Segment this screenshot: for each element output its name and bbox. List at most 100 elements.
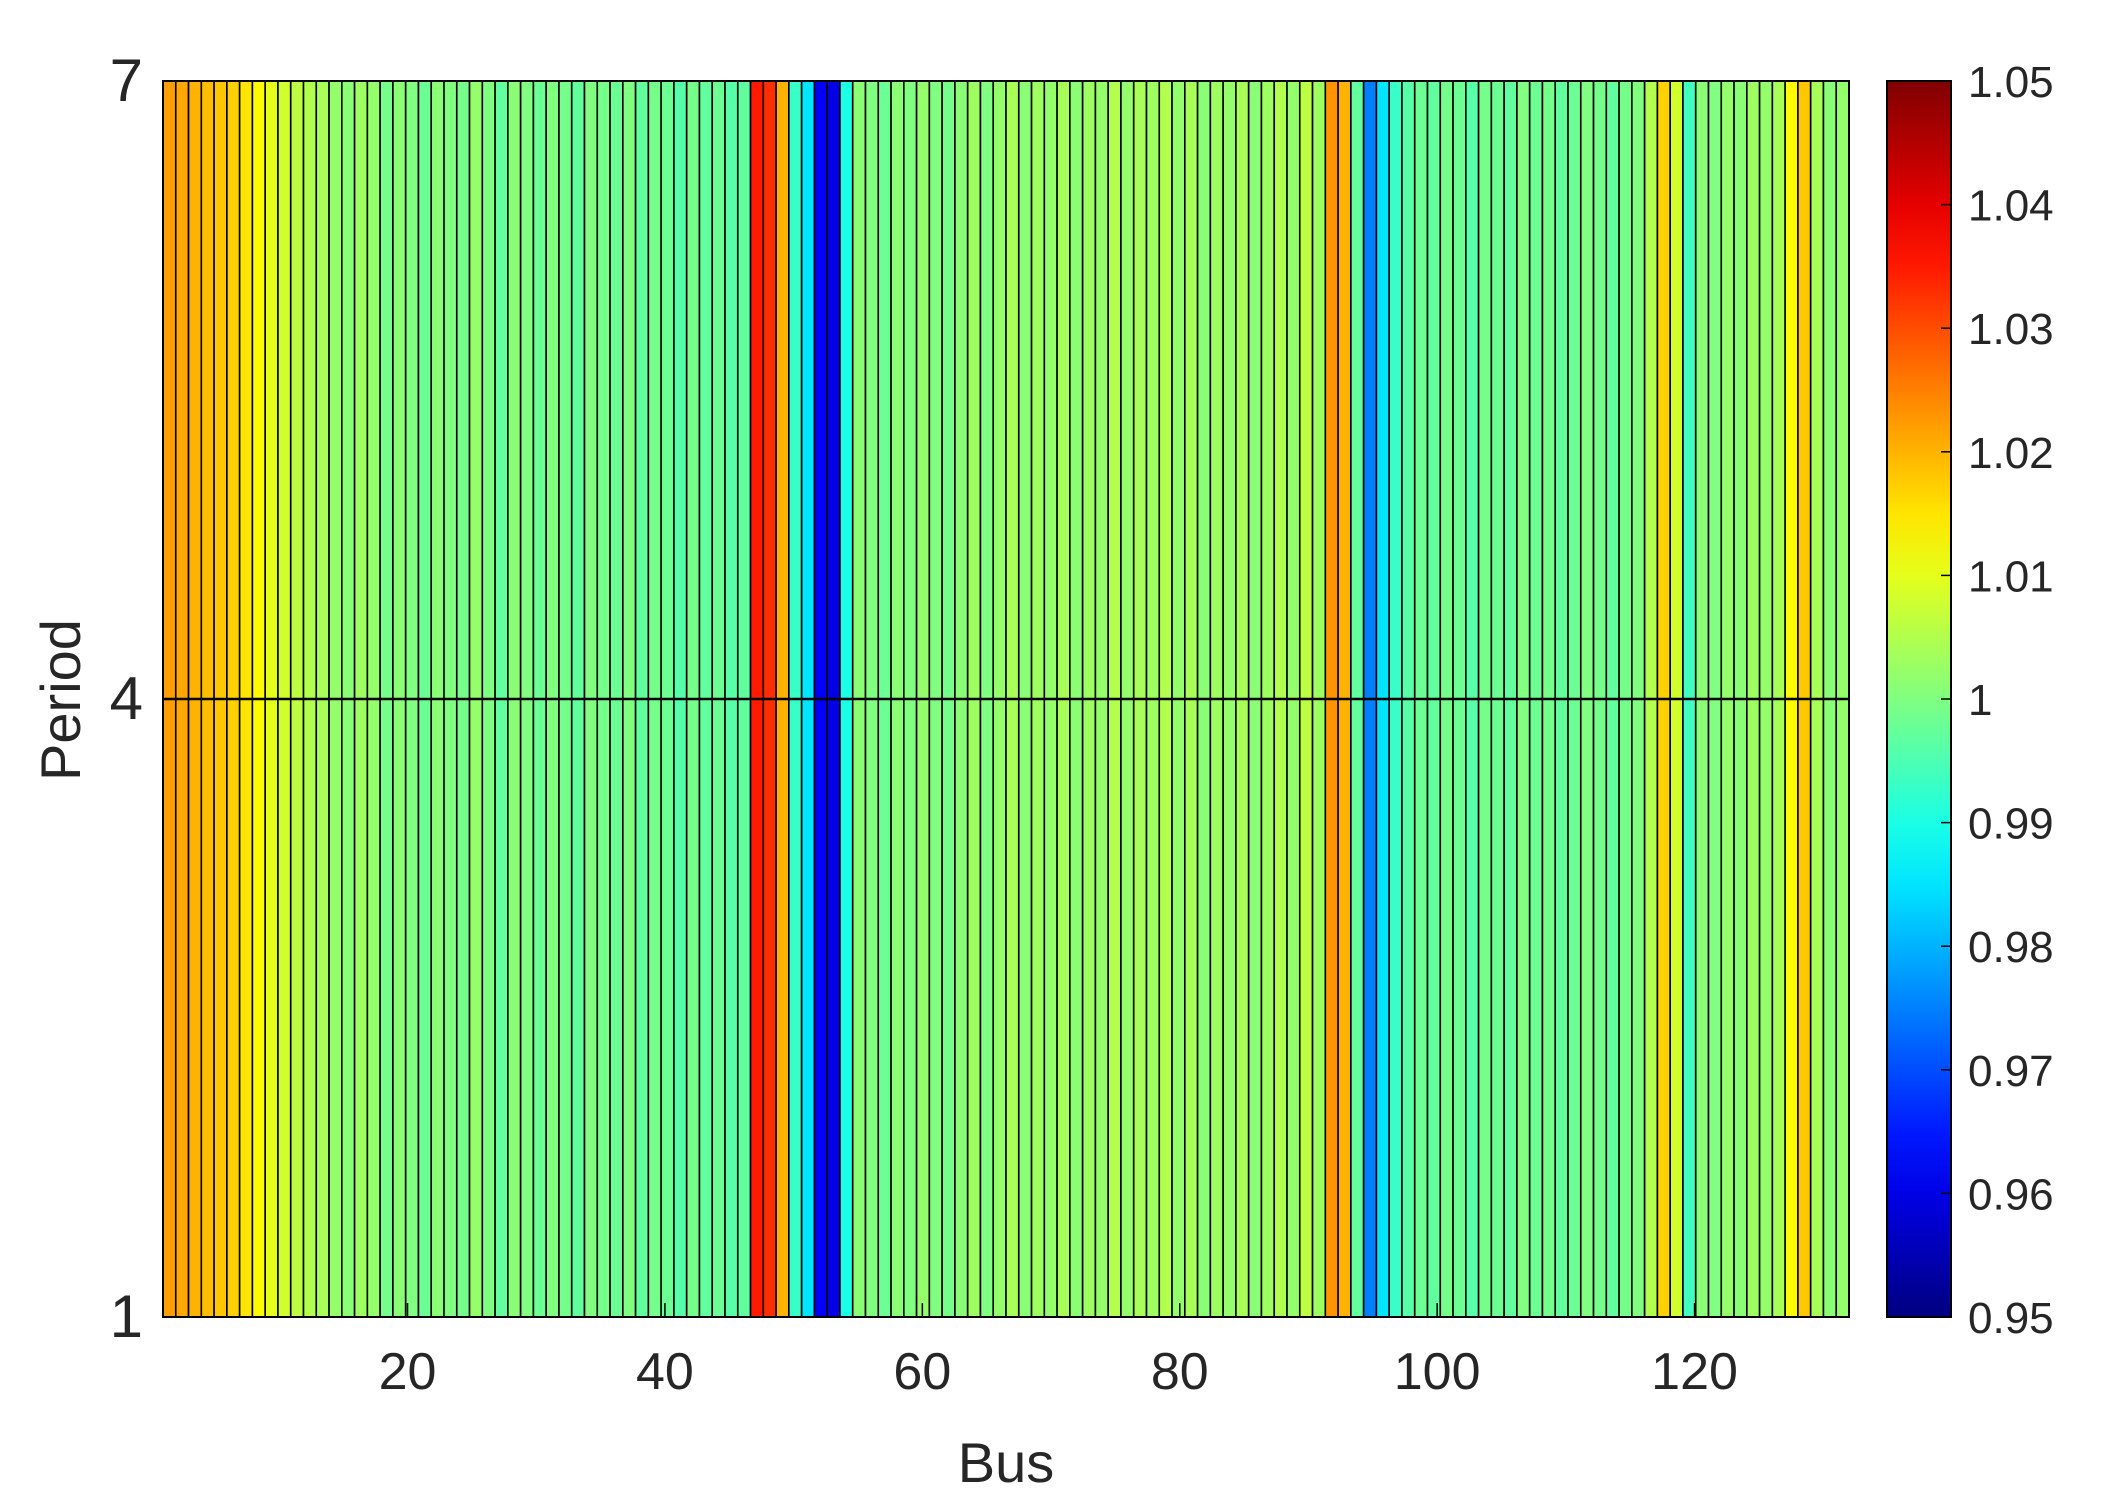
heatmap-cell bbox=[813, 698, 828, 1318]
heatmap-cell bbox=[685, 80, 701, 700]
heatmap-cell bbox=[1388, 698, 1403, 1318]
heatmap-cell bbox=[187, 698, 203, 1318]
heatmap-cell bbox=[698, 698, 714, 1318]
heatmap-cell bbox=[813, 80, 828, 700]
heatmap-cell bbox=[404, 80, 420, 700]
heatmap-cell bbox=[455, 698, 471, 1318]
heatmap-cell bbox=[162, 80, 177, 700]
heatmap-cell bbox=[1056, 698, 1071, 1318]
heatmap-cell bbox=[1477, 80, 1493, 700]
heatmap-cell bbox=[1120, 698, 1135, 1318]
heatmap-cell bbox=[277, 80, 292, 700]
heatmap-cell bbox=[1809, 80, 1825, 700]
heatmap-cell bbox=[1286, 80, 1301, 700]
heatmap-cell bbox=[1196, 698, 1212, 1318]
heatmap-cell bbox=[558, 80, 573, 700]
heatmap-cell bbox=[200, 80, 215, 700]
y-axis-label: Period bbox=[29, 619, 92, 781]
heatmap-cell bbox=[162, 698, 177, 1318]
heatmap-cell bbox=[1682, 698, 1697, 1318]
colorbar-tick-label: 0.99 bbox=[1968, 800, 2054, 849]
heatmap-cell bbox=[941, 698, 956, 1318]
heatmap-cell bbox=[724, 80, 739, 700]
heatmap-cell bbox=[1094, 80, 1109, 700]
heatmap-cell bbox=[1196, 80, 1212, 700]
heatmap-cell bbox=[1579, 80, 1595, 700]
heatmap-cell bbox=[698, 80, 714, 700]
heatmap-cell bbox=[1132, 698, 1148, 1318]
heatmap-cell bbox=[1528, 80, 1544, 700]
heatmap-cell bbox=[1158, 698, 1173, 1318]
heatmap-cell bbox=[1720, 698, 1735, 1318]
heatmap-cell bbox=[213, 698, 228, 1318]
heatmap-cell bbox=[302, 698, 318, 1318]
heatmap-cell bbox=[1362, 80, 1378, 700]
heatmap-cell bbox=[1401, 80, 1416, 700]
heatmap-cell bbox=[1746, 698, 1761, 1318]
heatmap-cell bbox=[749, 698, 765, 1318]
heatmap-cell bbox=[1746, 80, 1761, 700]
heatmap-cell bbox=[877, 80, 892, 700]
heatmap-cell bbox=[1541, 698, 1557, 1318]
heatmap-cell bbox=[519, 80, 535, 700]
heatmap-cell bbox=[1056, 80, 1071, 700]
heatmap-cell bbox=[1643, 698, 1659, 1318]
heatmap-cell bbox=[992, 80, 1007, 700]
heatmap-cell bbox=[1554, 698, 1569, 1318]
heatmap-cell bbox=[315, 698, 330, 1318]
heatmap-cell bbox=[1171, 80, 1186, 700]
heatmap-cell bbox=[966, 80, 982, 700]
heatmap-cell bbox=[1656, 80, 1671, 700]
heatmap-cell bbox=[1426, 698, 1442, 1318]
heatmap-cell bbox=[1618, 698, 1633, 1318]
heatmap-cell bbox=[826, 698, 841, 1318]
heatmap-cell bbox=[1477, 698, 1493, 1318]
heatmap-cell bbox=[1631, 698, 1646, 1318]
colorbar bbox=[1886, 80, 1952, 1318]
heatmap-cell bbox=[264, 80, 279, 700]
heatmap-cell bbox=[647, 80, 662, 700]
heatmap-cell bbox=[532, 80, 547, 700]
heatmap-cell bbox=[1643, 80, 1659, 700]
heatmap-cell bbox=[1822, 80, 1838, 700]
heatmap-cell bbox=[545, 698, 560, 1318]
colorbar-tick-label: 0.97 bbox=[1968, 1047, 2054, 1096]
heatmap-cell bbox=[1107, 698, 1122, 1318]
heatmap-cell bbox=[1784, 80, 1799, 700]
heatmap-cell bbox=[392, 698, 407, 1318]
heatmap-cell bbox=[328, 698, 343, 1318]
heatmap-cell bbox=[1784, 698, 1799, 1318]
heatmap-cell bbox=[724, 698, 739, 1318]
heatmap-cell bbox=[1592, 80, 1608, 700]
heatmap-cell bbox=[366, 698, 381, 1318]
heatmap-cell bbox=[890, 80, 905, 700]
heatmap-cell bbox=[1618, 80, 1633, 700]
heatmap-cell bbox=[353, 80, 369, 700]
heatmap-cell bbox=[839, 698, 854, 1318]
heatmap-cell bbox=[851, 698, 867, 1318]
heatmap-cell bbox=[596, 80, 611, 700]
heatmap-cell bbox=[673, 698, 688, 1318]
heatmap-cell bbox=[430, 698, 445, 1318]
heatmap-cell bbox=[226, 698, 241, 1318]
heatmap-cell bbox=[583, 698, 599, 1318]
heatmap-cell bbox=[226, 80, 241, 700]
heatmap-cell bbox=[341, 80, 356, 700]
heatmap-cell bbox=[1017, 80, 1033, 700]
heatmap-cell bbox=[1605, 80, 1620, 700]
heatmap-cell bbox=[1694, 80, 1710, 700]
heatmap-cell bbox=[353, 698, 369, 1318]
heatmap-cell bbox=[545, 80, 560, 700]
heatmap-cell bbox=[315, 80, 330, 700]
heatmap-cell bbox=[775, 698, 790, 1318]
heatmap-cell bbox=[1081, 698, 1097, 1318]
heatmap-cell bbox=[1030, 698, 1046, 1318]
heatmap-cell bbox=[187, 80, 203, 700]
heatmap-cell bbox=[1260, 80, 1276, 700]
heatmap-cell bbox=[1516, 698, 1531, 1318]
heatmap-cell bbox=[1222, 80, 1237, 700]
heatmap-cell bbox=[1184, 80, 1199, 700]
heatmap-cell bbox=[1132, 80, 1148, 700]
heatmap-cell bbox=[264, 698, 279, 1318]
heatmap-cell bbox=[1209, 80, 1224, 700]
